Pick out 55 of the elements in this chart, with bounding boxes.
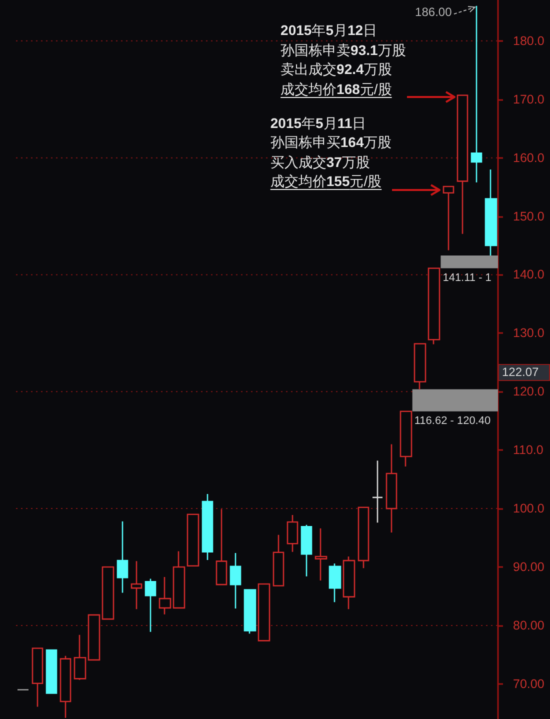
- annotation: 孙国栋申买164万股: [270, 134, 392, 150]
- y-tick-label: 160.0: [513, 150, 544, 165]
- candlestick: [60, 655, 72, 718]
- candlestick: [116, 520, 128, 594]
- candlestick: [202, 493, 214, 561]
- text: 122.07: [498, 364, 550, 381]
- y-tick-label: 170.0: [513, 92, 544, 106]
- candlestick: [400, 410, 412, 468]
- candlestick: [74, 634, 86, 680]
- candlestick: [314, 528, 328, 582]
- candlestick: [386, 444, 398, 534]
- candlestick: [144, 578, 156, 633]
- candlestick: [216, 508, 228, 586]
- annotation: 买入成交37万股: [270, 154, 370, 170]
- y-tick-label: 110.0: [513, 443, 544, 458]
- y-tick-label: 120.0: [513, 384, 544, 399]
- candlestick: [414, 343, 426, 390]
- candlestick: [456, 94, 468, 234]
- y-tick-label: 130.0: [513, 326, 544, 340]
- annotation: 成交均价168元/股: [280, 80, 392, 97]
- candlestick: [32, 648, 44, 708]
- y-tick-label: 140.0: [513, 268, 544, 282]
- candlestick: [328, 562, 342, 603]
- candlestick: [258, 583, 270, 642]
- candlestick: [130, 560, 142, 610]
- candlestick: [286, 514, 298, 552]
- candlestick: [342, 556, 356, 610]
- band-label: 116.62 - 120.40: [414, 414, 491, 427]
- y-tick-label: 100.0: [513, 502, 544, 516]
- annotation: 2015年5月11日: [270, 114, 366, 131]
- candlestick: [442, 186, 454, 251]
- y-tick-label: 90.00: [513, 560, 544, 574]
- annotation: 186.00: [415, 4, 452, 20]
- candlestick: [46, 649, 58, 694]
- candlestick: [230, 552, 242, 610]
- candlestick: [428, 268, 440, 345]
- candlestick: [102, 566, 114, 620]
- y-tick-label: 150.0: [513, 209, 544, 224]
- y-tick-label: 180.0: [513, 34, 544, 48]
- candlestick: [172, 550, 186, 610]
- candlestick: [158, 576, 172, 616]
- annotation: 成交均价155元/股: [270, 173, 382, 190]
- candlestick: [186, 514, 200, 566]
- candlestick: [372, 460, 384, 524]
- candlestick: [358, 506, 370, 569]
- candlestick: [300, 524, 312, 578]
- y-tick-label: 70.00: [513, 676, 544, 691]
- candlestick: [244, 589, 256, 634]
- y-tick-label: 80.00: [513, 618, 544, 632]
- annotation: 卖出成交92.4万股: [280, 61, 392, 78]
- band-label: 141.11 - 1: [442, 272, 492, 284]
- candlestick: [272, 534, 284, 586]
- annotation: 孙国栋申卖93.1万股: [280, 42, 406, 58]
- annotation: 2015年5月12日: [280, 22, 378, 38]
- candlestick: [88, 614, 100, 661]
